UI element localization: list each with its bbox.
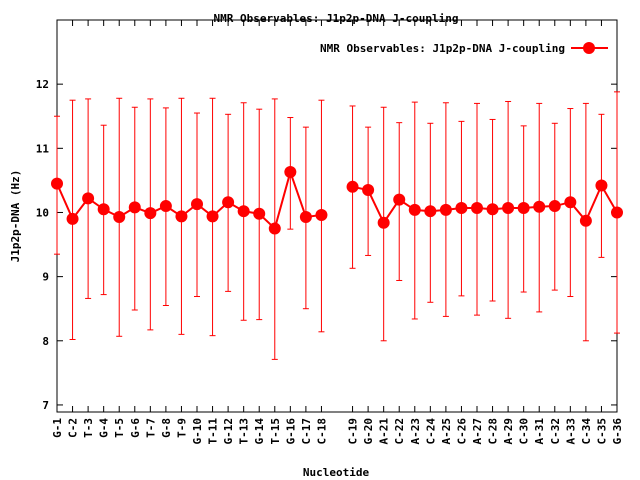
data-point <box>113 210 126 223</box>
y-tick-label: 7 <box>42 399 49 412</box>
x-tick-label: C-32 <box>549 418 562 445</box>
x-tick-label: C-26 <box>455 418 468 445</box>
x-tick-label: A-21 <box>378 418 391 445</box>
data-point <box>206 210 219 223</box>
x-axis-label: Nucleotide <box>303 466 370 479</box>
plot-frame <box>56 19 618 413</box>
data-point <box>611 206 623 219</box>
data-point <box>159 200 172 213</box>
data-point <box>82 192 95 205</box>
legend-label: NMR Observables: J1p2p-DNA J-coupling <box>320 42 565 55</box>
data-point <box>533 200 546 213</box>
x-tick-label: C-28 <box>487 418 500 445</box>
x-tick-label: G-20 <box>362 418 375 445</box>
data-point <box>486 203 499 216</box>
series-line <box>352 183 618 225</box>
y-tick-label: 11 <box>36 142 50 155</box>
x-tick-label: T-3 <box>82 418 95 438</box>
data-point <box>517 201 530 214</box>
data-point <box>144 207 157 220</box>
data-point <box>502 201 515 214</box>
data-point <box>393 193 406 206</box>
x-tick-label: G-14 <box>253 418 266 445</box>
x-tick-label: G-4 <box>98 418 111 438</box>
x-tick-label: C-34 <box>580 418 593 445</box>
x-tick-label: C-30 <box>518 418 531 445</box>
y-tick-label: 10 <box>36 206 49 219</box>
x-tick-label: T-15 <box>269 418 282 445</box>
x-tick-label: A-25 <box>440 418 453 445</box>
x-tick-label: T-7 <box>144 418 157 438</box>
data-point <box>564 196 577 209</box>
x-tick-label: A-29 <box>502 418 515 445</box>
data-point <box>222 196 235 209</box>
x-tick-label: A-33 <box>564 418 577 445</box>
x-tick-label: T-5 <box>113 418 126 438</box>
y-tick-label: 8 <box>42 335 49 348</box>
data-point <box>175 210 188 223</box>
x-tick-label: C-24 <box>424 418 437 445</box>
x-tick-label: T-9 <box>175 418 188 438</box>
data-point <box>455 201 468 214</box>
data-point <box>471 201 483 214</box>
data-point <box>128 201 141 214</box>
x-tick-label: C-17 <box>300 418 313 445</box>
data-point <box>51 177 63 190</box>
x-tick-label: T-11 <box>207 418 220 445</box>
x-tick-label: C-35 <box>595 418 608 445</box>
x-tick-label: G-12 <box>222 418 235 445</box>
x-tick-label: G-36 <box>611 418 624 445</box>
x-tick-label: G-6 <box>129 418 142 438</box>
data-point <box>595 179 608 192</box>
data-point <box>191 198 203 211</box>
x-tick-label: C-22 <box>393 418 406 445</box>
data-point <box>253 207 266 220</box>
y-axis-label: J1p2p-DNA (Hz) <box>9 170 22 263</box>
legend: NMR Observables: J1p2p-DNA J-coupling <box>320 42 608 55</box>
data-point <box>439 203 452 216</box>
data-point <box>408 203 421 216</box>
data-point <box>299 210 312 223</box>
x-tick-label: C-2 <box>67 418 80 438</box>
x-tick-label: G-16 <box>284 418 297 445</box>
data-point <box>97 203 110 216</box>
data-point <box>579 214 592 227</box>
data-point <box>548 200 561 213</box>
data-point <box>315 209 328 222</box>
x-tick-label: A-23 <box>409 418 422 445</box>
data-point <box>377 216 390 229</box>
x-tick-label: C-19 <box>347 418 360 445</box>
data-point <box>268 222 281 235</box>
x-tick-label: T-13 <box>238 418 251 445</box>
x-tick-label: A-31 <box>533 418 546 445</box>
legend-marker <box>583 42 595 54</box>
data-point <box>284 166 297 179</box>
data-point <box>346 180 359 193</box>
x-tick-label: C-18 <box>315 418 328 445</box>
x-tick-label: G-10 <box>191 418 204 445</box>
data-point <box>66 212 79 225</box>
x-tick-label: G-8 <box>160 418 173 438</box>
x-tick-label: A-27 <box>471 418 484 445</box>
data-point <box>237 205 250 218</box>
y-tick-label: 12 <box>36 78 49 91</box>
data-point <box>424 205 437 218</box>
chart-title: NMR Observables: J1p2p-DNA J-coupling <box>213 12 458 25</box>
y-tick-label: 9 <box>42 271 49 284</box>
x-tick-label: G-1 <box>51 418 64 438</box>
series-line <box>56 168 322 231</box>
data-point <box>362 184 375 197</box>
